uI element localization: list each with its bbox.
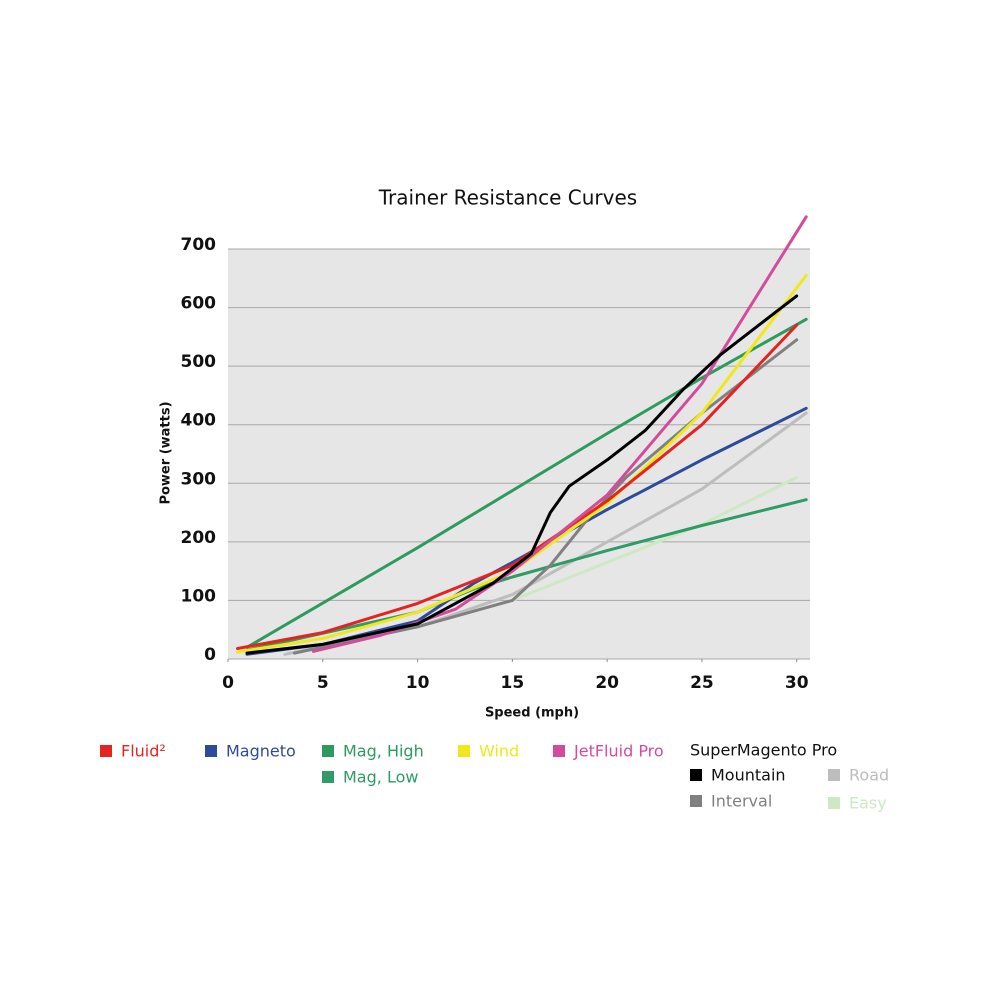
x-tick-label: 5: [317, 673, 329, 693]
legend-label: JetFluid Pro: [573, 742, 664, 761]
x-axis-label: Speed (mph): [485, 706, 579, 721]
legend-label: Mag, High: [343, 742, 424, 761]
series-line: [245, 317, 808, 649]
y-tick-label: 200: [181, 528, 217, 548]
legend-label: Wind: [479, 742, 519, 761]
x-tick-label: 25: [690, 673, 714, 693]
legend-label: Mag, Low: [343, 768, 418, 787]
legend-swatch: [828, 769, 840, 781]
legend-swatch: [100, 745, 112, 757]
x-tick-label: 20: [595, 673, 619, 693]
series-line: [236, 323, 799, 650]
legend-group-title: SuperMagento Pro: [690, 741, 837, 760]
legend-swatch: [322, 745, 334, 757]
legend-label: Fluid²: [121, 742, 166, 761]
y-tick-label: 400: [181, 411, 217, 431]
x-tick-label: 0: [222, 673, 234, 693]
legend-label: Mountain: [711, 766, 786, 785]
legend-swatch: [205, 745, 217, 757]
legend-swatch: [458, 745, 470, 757]
legend-swatch: [690, 769, 702, 781]
legend-label: Interval: [711, 792, 772, 811]
y-tick-label: 500: [181, 352, 217, 372]
legend-swatch: [690, 795, 702, 807]
x-tick-label: 30: [785, 673, 809, 693]
chart-title: Trainer Resistance Curves: [378, 186, 637, 210]
legend-label: Easy: [849, 794, 887, 813]
legend-label: Road: [849, 766, 889, 785]
legend-swatch: [828, 797, 840, 809]
y-axis-label: Power (watts): [159, 401, 174, 504]
legend-swatch: [322, 771, 334, 783]
x-tick-label: 15: [501, 673, 525, 693]
y-tick-label: 100: [181, 586, 217, 606]
y-tick-label: 0: [204, 645, 216, 665]
y-tick-label: 700: [181, 235, 217, 255]
y-tick-label: 300: [181, 469, 217, 489]
series-line: [311, 215, 808, 653]
legend-swatch: [553, 745, 565, 757]
series-line: [245, 294, 799, 655]
legend-label: Magneto: [226, 742, 296, 761]
x-tick-label: 10: [406, 673, 430, 693]
y-tick-label: 600: [181, 294, 217, 314]
